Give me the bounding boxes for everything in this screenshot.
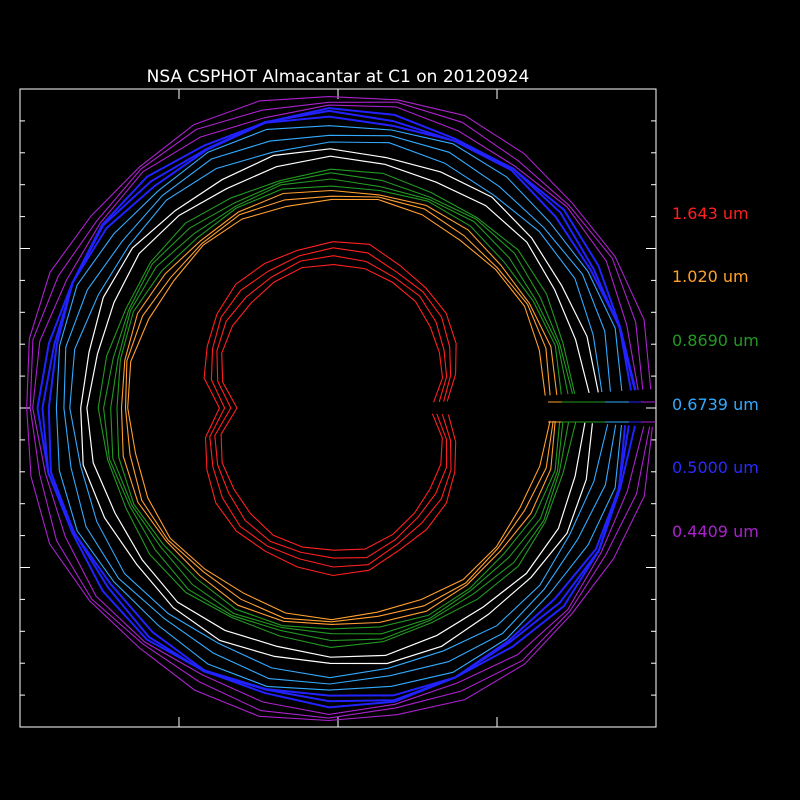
white-ring (80, 148, 599, 665)
series-ring (209, 247, 452, 568)
series-ring (110, 178, 569, 635)
series-ring (55, 125, 623, 691)
series-ring (29, 101, 651, 719)
series-ring (127, 198, 551, 621)
series-ring (103, 172, 574, 642)
series-ring (203, 241, 457, 577)
series-ring (32, 104, 645, 715)
series-ring (69, 141, 609, 679)
legend-label: 0.5000 um (672, 458, 759, 477)
series-ring (26, 96, 653, 722)
series-ring (47, 115, 632, 697)
ring-series (26, 96, 656, 722)
series-ring (220, 264, 444, 551)
series-ring (36, 107, 637, 709)
series-ring (120, 189, 558, 625)
series-ring (116, 185, 562, 630)
tick-marks (20, 89, 656, 727)
legend-label: 0.4409 um (672, 522, 759, 541)
series-ring (124, 195, 554, 623)
legend-label: 0.6739 um (672, 395, 759, 414)
series-ring (63, 134, 617, 685)
white-ring (86, 155, 590, 658)
chart-title: NSA CSPHOT Almacantar at C1 on 20120924 (147, 67, 530, 87)
legend-label: 1.020 um (672, 267, 749, 286)
legend: 1.643 um 1.020 um 0.8690 um 0.6739 um 0.5000… (672, 204, 759, 541)
legend-label: 0.8690 um (672, 331, 759, 350)
legend-label: 1.643 um (672, 204, 749, 223)
series-ring (214, 255, 448, 559)
series-ring (97, 168, 577, 648)
